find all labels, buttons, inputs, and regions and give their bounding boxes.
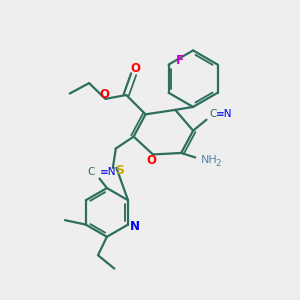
Text: 2: 2 [215,160,221,169]
Text: NH: NH [201,155,218,165]
Text: ≡N: ≡N [216,109,233,119]
Text: O: O [130,62,140,75]
Text: C: C [209,109,217,119]
Text: C: C [88,167,95,177]
Text: N: N [130,220,140,232]
Text: S: S [115,164,124,177]
Text: O: O [99,88,109,101]
Text: F: F [176,55,184,68]
Text: O: O [146,154,157,167]
Text: ≡N: ≡N [100,167,116,177]
